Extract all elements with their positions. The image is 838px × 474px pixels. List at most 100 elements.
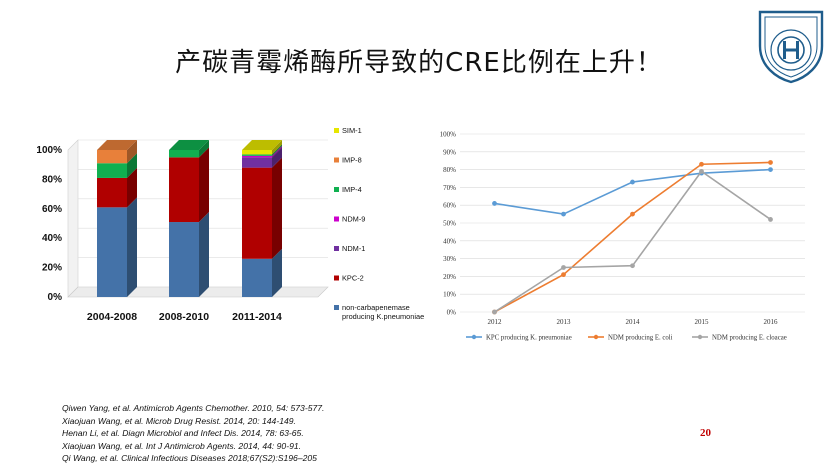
- data-point: [492, 201, 497, 206]
- y-tick-label: 70%: [443, 184, 456, 192]
- legend-label: KPC producing K. pneumoniae: [486, 335, 572, 342]
- legend-label: non-carbapenemase producing K.pneumoniae: [342, 303, 424, 321]
- legend-label: SIM-1: [342, 126, 362, 135]
- data-point: [768, 160, 773, 165]
- bar-top-face: [242, 140, 282, 150]
- legend-label: KPC-2: [342, 274, 364, 283]
- series-line: [494, 170, 771, 313]
- bar-top-face: [169, 140, 209, 150]
- y-tick-label: 20%: [42, 263, 62, 274]
- bar-segment-side: [272, 145, 282, 158]
- bar-segment: [97, 150, 127, 164]
- bar-segment: [97, 163, 127, 178]
- bar-segment-side: [272, 147, 282, 168]
- y-tick-label: 10%: [443, 291, 456, 299]
- bar-segment-side: [199, 140, 209, 158]
- data-point: [768, 217, 773, 222]
- bar-top-face: [97, 140, 137, 150]
- bar-segment-side: [127, 197, 137, 297]
- bar-segment-side: [127, 153, 137, 178]
- reference-item: Xiaojuan Wang, et al. Int J Antimicrob A…: [62, 440, 302, 451]
- x-tick-label: 2008-2010: [159, 311, 209, 323]
- data-point: [630, 179, 635, 185]
- legend-label: IMP-8: [342, 156, 362, 165]
- stacked-bar-chart: 0% 20% 40% 60% 80% 100% 2004-2008 2008-2010 2011…: [36, 126, 424, 323]
- bar-segment: [242, 150, 272, 155]
- x-tick-label: 2013: [557, 318, 572, 326]
- y-tick-label: 80%: [42, 174, 62, 185]
- series-line: [494, 168, 771, 215]
- side-wall: [67, 139, 79, 298]
- legend-swatch: [334, 128, 339, 133]
- legend-label: NDM-1: [342, 244, 365, 253]
- data-point: [699, 168, 704, 174]
- y-tick-label: 90%: [443, 148, 456, 156]
- bar-segment: [242, 154, 272, 156]
- legend-label: NDM producing E. cloacae: [712, 335, 787, 342]
- bar-segment: [242, 258, 272, 297]
- legend-label: NDM-9: [342, 215, 365, 224]
- data-point: [768, 167, 773, 172]
- bar-segment: [97, 207, 127, 297]
- x-tick-label: 2015: [695, 318, 710, 326]
- page-title: 产碳青霉烯酶所导致的CRE比例在上升！: [175, 48, 663, 78]
- y-tick-label: 100%: [440, 131, 457, 139]
- y-tick-label: 60%: [443, 202, 456, 210]
- data-point: [492, 309, 497, 315]
- reference-item: Xiaojuan Wang, et al. Microb Drug Resist…: [62, 415, 296, 426]
- data-point: [630, 211, 635, 217]
- bar-segment-side: [199, 147, 209, 223]
- bar-segment-side: [199, 212, 209, 297]
- y-tick-label: 80%: [443, 166, 456, 174]
- y-tick-label: 50%: [443, 220, 456, 228]
- data-point: [561, 272, 566, 278]
- x-tick-label: 2012: [488, 318, 503, 326]
- y-tick-label: 40%: [42, 233, 62, 244]
- references-list: Qiwen Yang, et al. Antimicrob Agents Che…: [62, 402, 324, 465]
- legend-swatch: [334, 216, 339, 222]
- y-tick-label: 40%: [443, 237, 456, 245]
- legend-label: NDM producing E. coli: [608, 335, 673, 342]
- y-tick-label: 0%: [48, 292, 63, 303]
- reference-item: Qi Wang, et al. Clinical Infectious Dise…: [62, 453, 317, 464]
- y-tick-label: 20%: [443, 273, 456, 281]
- page-number: 20: [700, 427, 711, 439]
- bar-segment: [169, 222, 199, 297]
- legend-swatch: [334, 305, 339, 310]
- legend-marker: [593, 334, 599, 340]
- x-tick-label: 2014: [626, 318, 641, 326]
- legend-label: IMP-4: [342, 185, 362, 194]
- series-line: [494, 161, 771, 313]
- x-tick-label: 2011-2014: [232, 311, 282, 323]
- bar-segment-side: [272, 157, 282, 259]
- legend-swatch: [334, 246, 339, 251]
- bar-segment-side: [272, 248, 282, 297]
- legend-marker: [697, 334, 703, 340]
- bar-segment: [242, 155, 272, 158]
- reference-item: Henan Li, et al. Diagn Microbiol and Inf…: [62, 428, 304, 439]
- reference-item: Qiwen Yang, et al. Antimicrob Agents Che…: [62, 403, 325, 413]
- legend-swatch: [334, 187, 339, 192]
- data-point: [630, 263, 635, 269]
- data-point: [561, 211, 566, 217]
- line-chart: 0% 10% 20% 30% 40% 50% 60% 70% 80% 90% 100% 2012 201…: [440, 131, 805, 342]
- legend-swatch: [334, 275, 339, 281]
- bar-segment-side: [272, 140, 282, 155]
- x-tick-label: 2004-2008: [87, 311, 137, 323]
- y-tick-label: 30%: [443, 255, 456, 263]
- bar-segment: [242, 167, 272, 259]
- legend-swatch: [334, 157, 339, 163]
- y-tick-label: 0%: [447, 309, 457, 317]
- bar-segment: [97, 177, 127, 208]
- bar-segment-side: [272, 144, 282, 156]
- bar-segment: [169, 150, 199, 158]
- bar-segment-side: [127, 167, 137, 208]
- data-point: [699, 161, 704, 167]
- data-point: [561, 265, 566, 270]
- y-tick-label: 60%: [42, 204, 62, 215]
- bar-segment: [242, 157, 272, 168]
- peoples-hospital-logo-icon: [758, 10, 824, 84]
- bar-segment: [169, 157, 199, 223]
- bar-segment-side: [127, 140, 137, 164]
- legend-marker: [471, 334, 477, 340]
